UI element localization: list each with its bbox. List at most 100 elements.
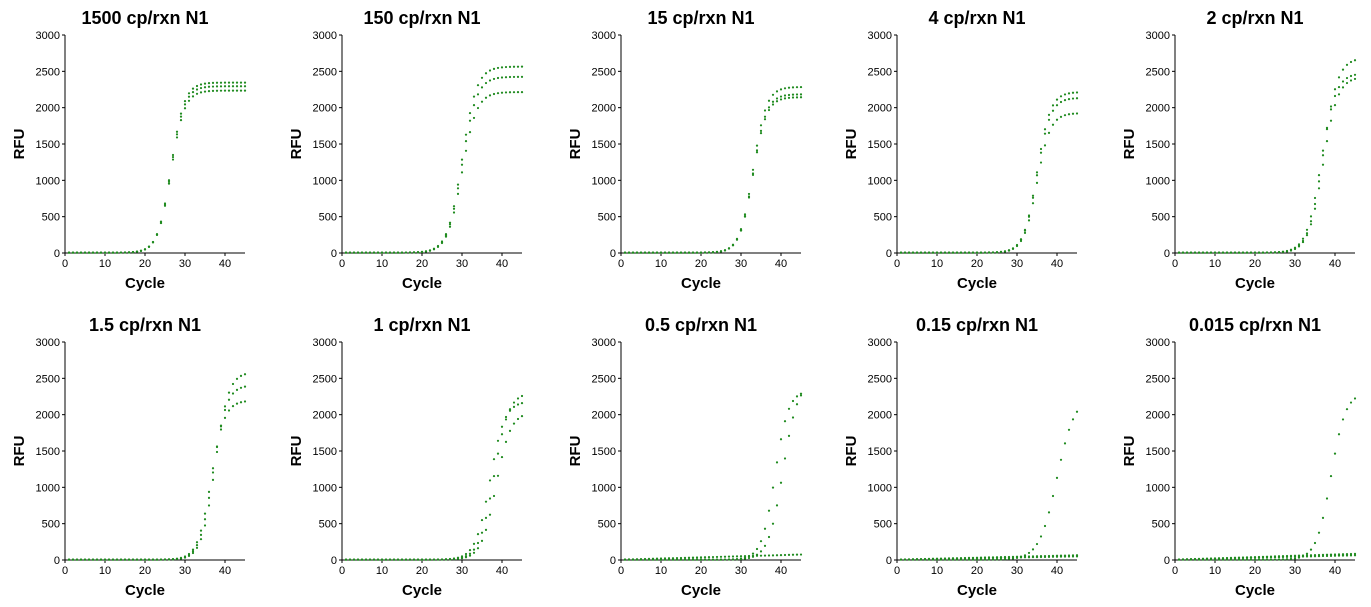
data-point: [1333, 452, 1337, 455]
chart-panel: 0.5 cp/rxn N1 0 500 1000 1500 2000 2500 3000 0 10…: [567, 315, 803, 599]
data-point: [743, 555, 747, 558]
y-tick-label: 1500: [592, 446, 616, 458]
y-tick-label: 1000: [592, 175, 616, 187]
data-point: [344, 558, 348, 561]
x-tick-label: 30: [1011, 258, 1023, 270]
data-point: [472, 116, 476, 120]
x-axis-label: Cycle: [1235, 582, 1275, 599]
data-point: [227, 391, 231, 394]
data-point: [376, 558, 380, 561]
data-point: [1293, 247, 1297, 251]
y-tick-label: 500: [874, 212, 892, 224]
y-tick-label: 2000: [592, 103, 616, 115]
y-tick-label: 0: [1164, 248, 1170, 260]
data-point: [468, 131, 472, 134]
chart-title: 15 cp/rxn N1: [647, 8, 754, 28]
data-point: [1305, 228, 1309, 231]
chart-panel: 1 cp/rxn N1 0 500 1000 1500 2000 2500 3000 0 10 20…: [288, 315, 524, 599]
data-point: [1209, 557, 1213, 560]
data-point: [1345, 63, 1349, 66]
data-point: [695, 251, 699, 254]
data-point: [171, 153, 175, 157]
data-point: [627, 558, 631, 561]
data-point: [211, 81, 215, 85]
data-point: [1345, 554, 1349, 557]
data-point: [659, 557, 663, 560]
data-point: [512, 91, 516, 94]
data-point: [1225, 251, 1229, 254]
data-point: [1241, 556, 1245, 560]
data-point: [779, 438, 783, 441]
data-point: [939, 251, 943, 254]
data-point: [1229, 251, 1233, 254]
data-point: [344, 251, 348, 254]
data-point: [783, 87, 787, 90]
x-tick-label: 30: [456, 258, 468, 270]
data-point: [239, 89, 243, 92]
data-point: [235, 402, 239, 405]
y-tick-label: 0: [54, 555, 60, 567]
data-point: [1349, 79, 1353, 82]
chart-title: 1500 cp/rxn N1: [81, 8, 208, 28]
data-point: [155, 233, 159, 237]
data-point: [1345, 408, 1349, 411]
data-point: [207, 82, 211, 85]
data-point: [135, 250, 139, 253]
data-point: [983, 556, 987, 560]
data-point: [1059, 95, 1063, 98]
data-point: [1305, 552, 1309, 555]
data-point: [783, 457, 787, 460]
data-point: [999, 250, 1003, 254]
data-point: [436, 558, 440, 561]
y-tick-label: 1500: [868, 446, 892, 458]
data-point: [1249, 558, 1253, 561]
data-point: [947, 557, 951, 560]
data-point: [735, 238, 739, 241]
data-point: [671, 251, 675, 254]
data-point: [215, 450, 219, 454]
x-tick-label: 10: [376, 565, 388, 577]
data-point: [504, 76, 508, 79]
data-point: [516, 91, 520, 94]
data-point: [95, 558, 99, 561]
data-point: [239, 386, 243, 389]
y-tick-label: 2000: [1146, 103, 1170, 115]
x-axis-label: Cycle: [957, 275, 997, 292]
data-point: [975, 251, 979, 254]
y-tick-label: 500: [1152, 519, 1170, 531]
data-point: [183, 100, 187, 103]
data-point: [1075, 555, 1079, 558]
data-point: [1253, 558, 1257, 561]
data-point: [1205, 251, 1209, 254]
data-point: [687, 558, 691, 561]
data-point: [243, 385, 247, 388]
data-point: [927, 557, 931, 561]
data-point: [1181, 558, 1185, 561]
y-tick-label: 1500: [313, 139, 337, 151]
data-point: [1353, 59, 1357, 62]
data-point: [1201, 557, 1205, 561]
data-point: [1031, 196, 1035, 199]
data-point: [719, 250, 723, 253]
y-tick-label: 0: [610, 248, 616, 260]
data-point: [167, 182, 171, 185]
data-point: [75, 251, 79, 254]
data-point: [500, 455, 504, 459]
data-point: [103, 251, 107, 254]
data-point: [1197, 251, 1201, 254]
chart-panel: 1.5 cp/rxn N1 0 500 1000 1500 2000 2500 3000 0 10…: [11, 315, 247, 599]
data-point: [492, 67, 496, 70]
data-point: [504, 91, 508, 94]
data-point: [931, 251, 935, 254]
data-point: [723, 555, 727, 558]
x-tick-label: 20: [1249, 258, 1261, 270]
y-axis-label: RFU: [843, 436, 860, 467]
data-point: [1309, 555, 1313, 558]
data-point: [87, 558, 91, 561]
data-point: [348, 558, 352, 561]
y-tick-label: 3000: [36, 337, 60, 349]
data-point: [643, 251, 647, 254]
data-point: [520, 415, 524, 418]
data-point: [360, 251, 364, 254]
x-tick-label: 40: [496, 258, 508, 270]
